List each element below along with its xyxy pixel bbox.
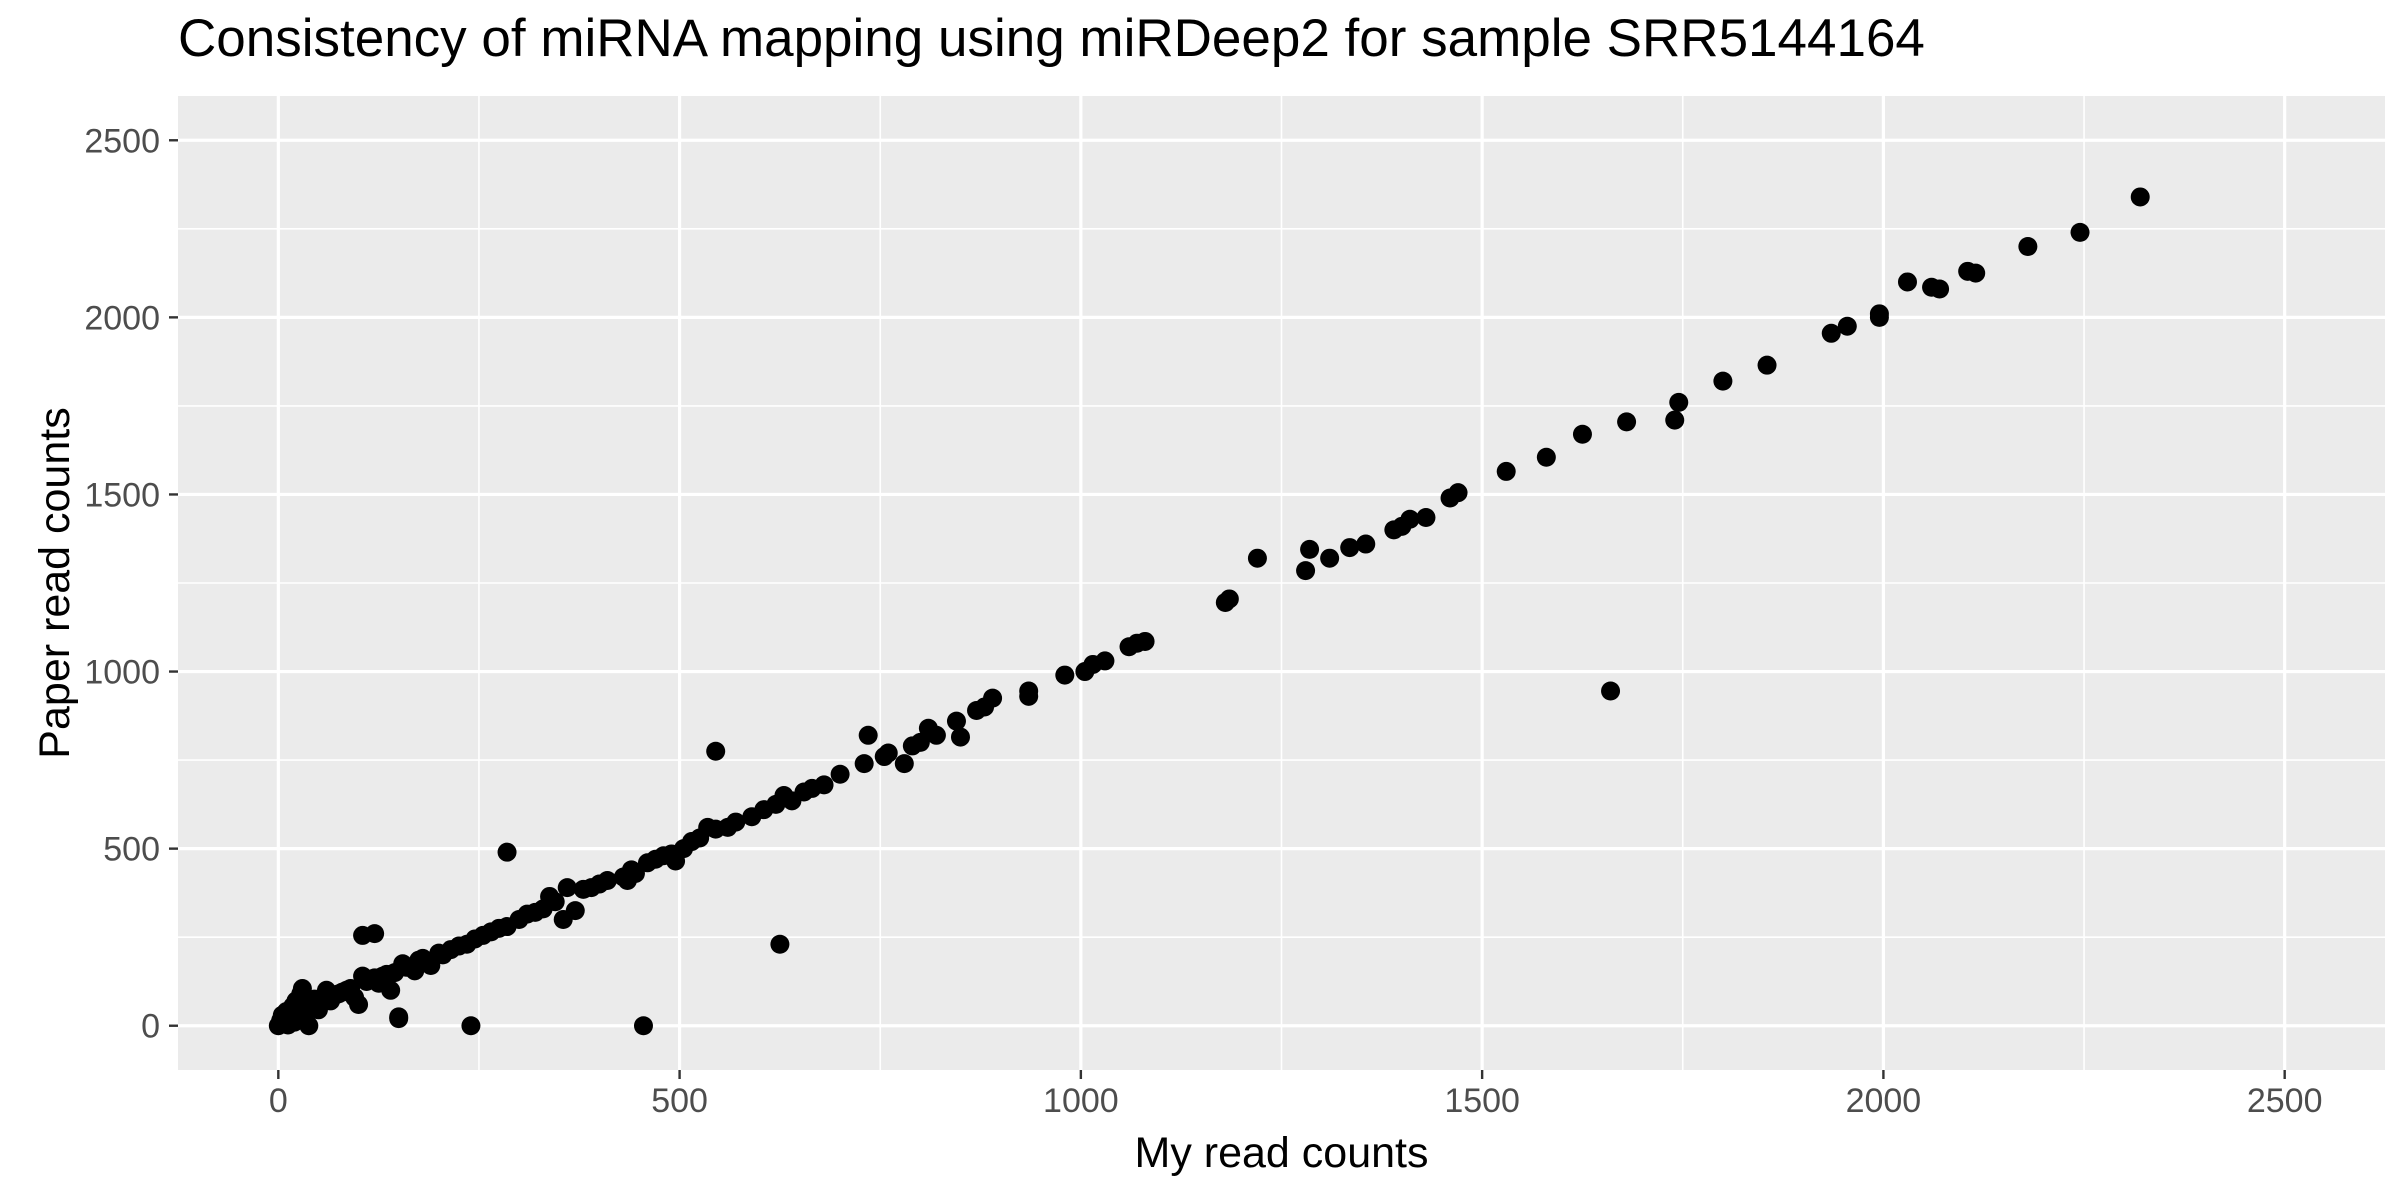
data-point: [1219, 589, 1239, 609]
data-point: [910, 732, 930, 752]
data-point: [1416, 507, 1436, 527]
data-point: [1296, 561, 1316, 581]
data-point: [1055, 665, 1075, 685]
data-point: [858, 725, 878, 745]
data-point: [1757, 355, 1777, 375]
data-point: [349, 994, 369, 1014]
data-point: [1356, 534, 1376, 554]
data-point: [1930, 279, 1950, 299]
data-point: [770, 934, 790, 954]
data-point: [1536, 447, 1556, 467]
x-axis: 0 500 1000 1500 2000 2500: [269, 1070, 2323, 1120]
data-point: [1572, 424, 1592, 444]
data-point: [706, 741, 726, 761]
data-point: [365, 924, 385, 944]
y-axis: 0 500 1000 1500 2000 2500: [84, 122, 178, 1046]
data-point: [1320, 548, 1340, 568]
data-point: [1713, 371, 1733, 391]
data-point: [854, 754, 874, 774]
grid-minor: [178, 96, 2385, 1070]
x-tick-label: 0: [269, 1082, 288, 1120]
y-tick-label: 500: [103, 831, 160, 869]
data-point: [1601, 681, 1621, 701]
data-point: [461, 1016, 481, 1036]
y-tick-label: 2500: [84, 122, 160, 160]
data-point: [1135, 631, 1155, 651]
y-tick-label: 2000: [84, 299, 160, 337]
data-point: [2130, 187, 2150, 207]
data-points: [268, 187, 2150, 1036]
x-tick-label: 500: [651, 1082, 708, 1120]
data-point: [1247, 548, 1267, 568]
data-point: [1448, 483, 1468, 503]
data-point: [894, 754, 914, 774]
data-point: [497, 842, 517, 862]
data-point: [557, 878, 577, 898]
data-point: [389, 1007, 409, 1027]
data-point: [2018, 237, 2038, 257]
data-point: [299, 1016, 319, 1036]
data-point: [565, 901, 585, 921]
x-tick-label: 2000: [1846, 1082, 1922, 1120]
data-point: [1869, 304, 1889, 324]
grid-major: [178, 96, 2385, 1070]
chart-title: Consistency of miRNA mapping using miRDe…: [178, 9, 1925, 68]
data-point: [926, 725, 946, 745]
data-point: [1400, 509, 1420, 529]
data-point: [814, 775, 834, 795]
data-point: [726, 812, 746, 832]
data-point: [633, 1016, 653, 1036]
data-point: [1897, 272, 1917, 292]
x-tick-label: 2500: [2247, 1082, 2323, 1120]
data-point: [878, 743, 898, 763]
data-point: [1665, 410, 1685, 430]
data-point: [1821, 323, 1841, 343]
data-point: [2070, 222, 2090, 242]
x-tick-label: 1500: [1444, 1082, 1520, 1120]
x-tick-label: 1000: [1043, 1082, 1119, 1120]
y-axis-title: Paper read counts: [31, 407, 79, 758]
data-point: [950, 727, 970, 747]
data-point: [1966, 263, 1986, 283]
data-point: [1095, 651, 1115, 671]
data-point: [1669, 392, 1689, 412]
data-point: [830, 764, 850, 784]
data-point: [1496, 461, 1516, 481]
data-point: [381, 980, 401, 1000]
data-point: [1300, 539, 1320, 559]
data-point: [545, 892, 565, 912]
data-point: [597, 871, 617, 891]
data-point: [1617, 412, 1637, 432]
data-point: [946, 711, 966, 731]
data-point: [983, 688, 1003, 708]
data-point: [1019, 681, 1039, 701]
y-tick-label: 1000: [84, 654, 160, 692]
x-axis-title: My read counts: [1135, 1129, 1429, 1177]
y-tick-label: 1500: [84, 476, 160, 514]
y-tick-label: 0: [141, 1008, 160, 1046]
data-point: [1340, 538, 1360, 558]
data-point: [1837, 316, 1857, 336]
